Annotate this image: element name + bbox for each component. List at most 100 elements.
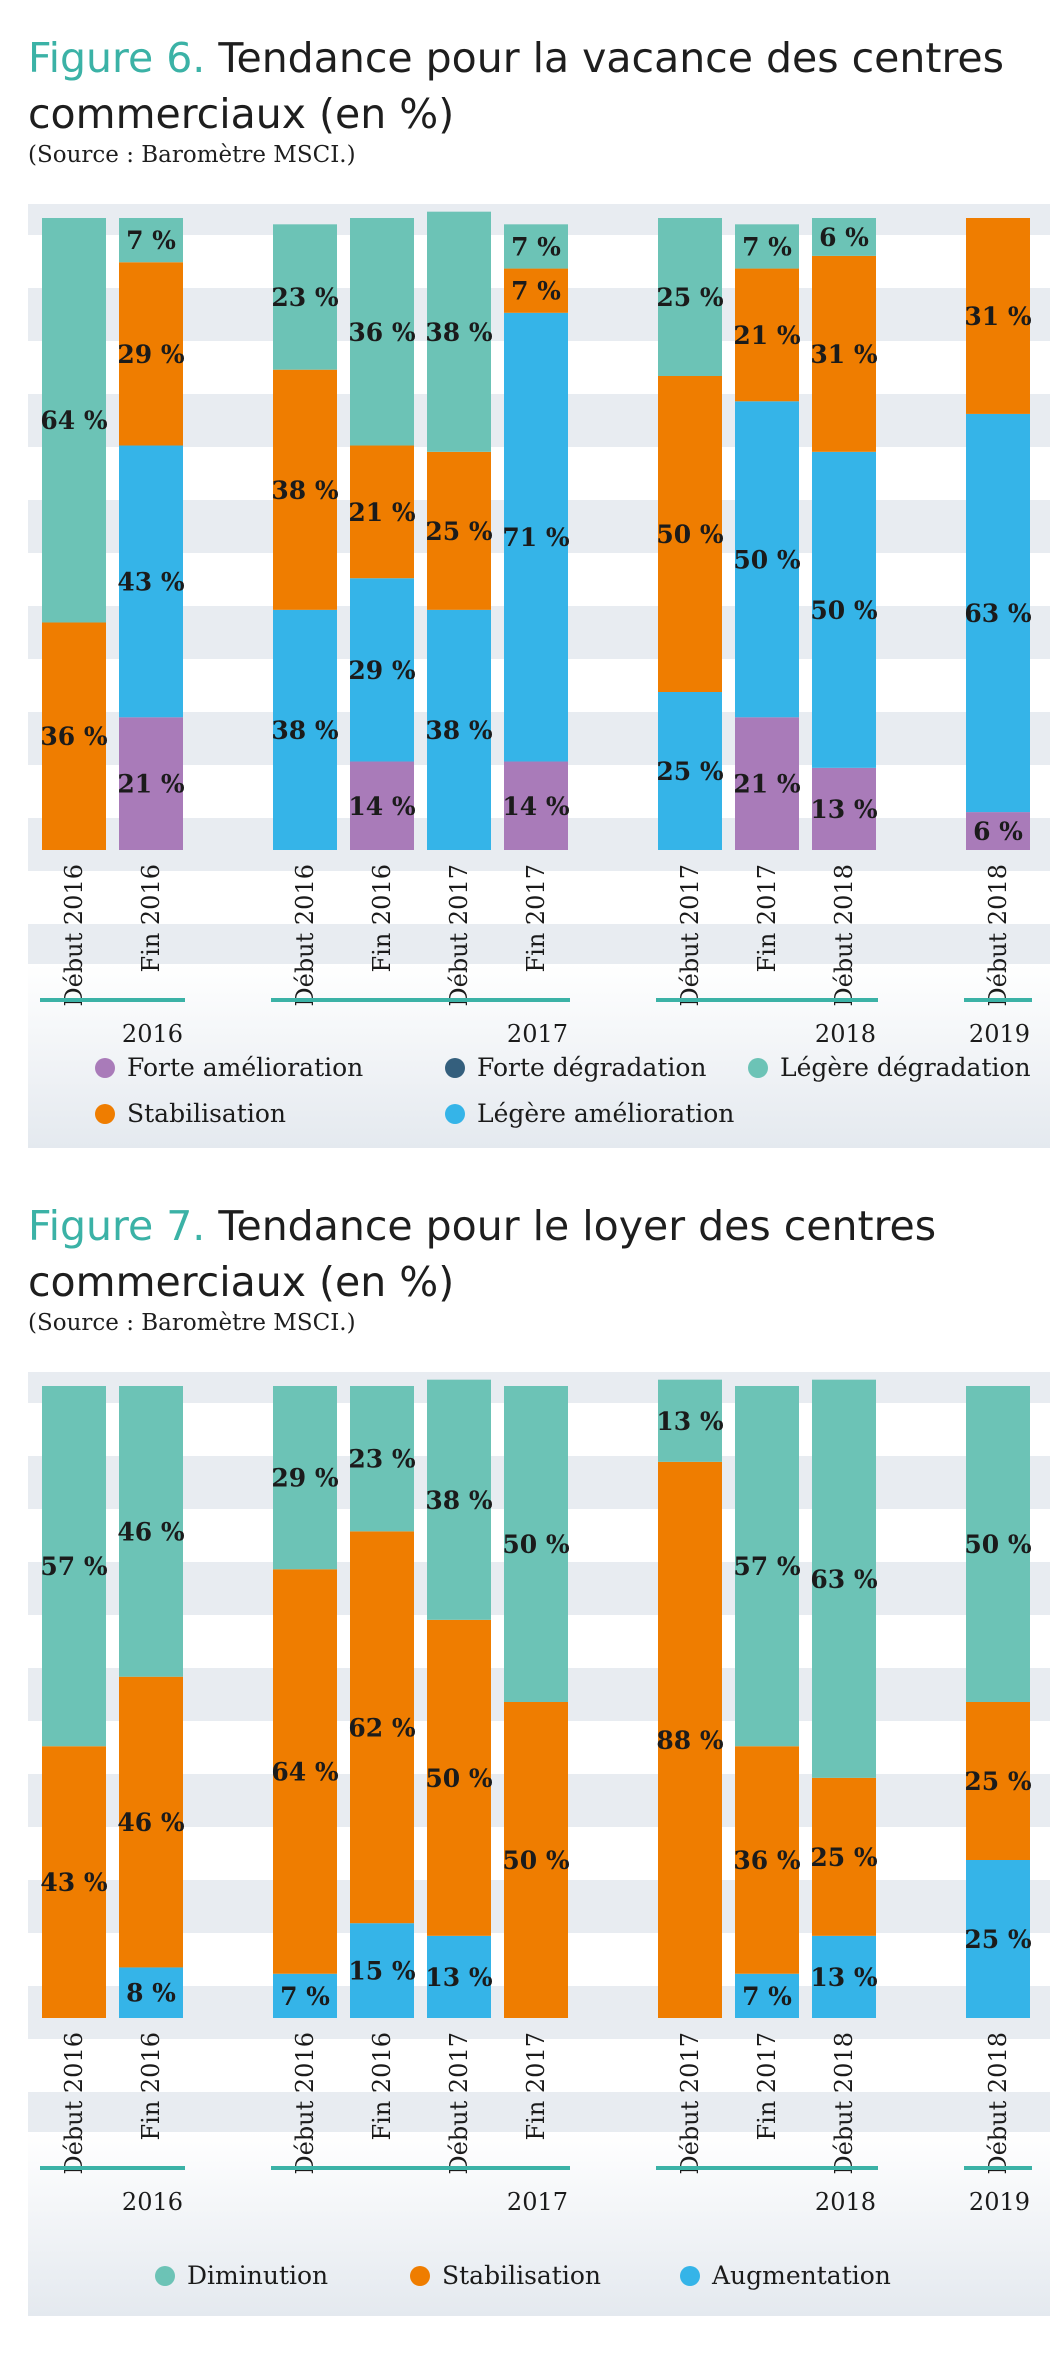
- bar-segment: [350, 445, 414, 579]
- data-label: 64 %: [40, 406, 107, 435]
- data-label: 29 %: [271, 1464, 338, 1493]
- data-label: 7 %: [126, 226, 176, 255]
- data-label: 25 %: [656, 283, 723, 312]
- data-label: 88 %: [656, 1726, 723, 1755]
- figure7-chart: 43 % 57 % Début 2016 8 % 46 % 46 % Fin 2016 7 %…: [28, 1372, 1050, 2316]
- bar-segment: [966, 218, 1030, 414]
- data-label: 50 %: [656, 520, 723, 549]
- year-label: 2019: [969, 2188, 1030, 2216]
- bar-segment: [119, 1967, 183, 2018]
- data-label: 43 %: [117, 567, 184, 596]
- figure6-source: (Source : Baromètre MSCI.): [28, 142, 356, 168]
- data-label: 64 %: [271, 1758, 338, 1787]
- figure6-chart-panel: 36 % 64 % Début 2016 21 % 43 % 29 % 7 % Fin 201…: [28, 204, 1050, 1148]
- data-label: 50 %: [425, 1764, 492, 1793]
- bar-segment: [427, 1619, 491, 1936]
- legend-area-background: [28, 964, 1050, 1148]
- bar-segment: [812, 1777, 876, 1936]
- data-label: 13 %: [425, 1963, 492, 1992]
- data-label: 38 %: [271, 476, 338, 505]
- data-label: 21 %: [733, 321, 800, 350]
- data-label: 6 %: [973, 817, 1023, 846]
- year-label: 2019: [969, 1020, 1030, 1048]
- data-label: 21 %: [733, 770, 800, 799]
- year-label: 2016: [122, 1020, 183, 1048]
- bar-segment: [504, 1702, 568, 2018]
- category-label: Début 2018: [830, 2032, 858, 2175]
- year-group-line: [40, 2166, 185, 2170]
- bar-segment: [812, 218, 876, 256]
- category-label: Début 2016: [60, 864, 88, 1007]
- bar-segment: [273, 1973, 337, 2018]
- data-label: 25 %: [810, 1843, 877, 1872]
- data-label: 46 %: [117, 1517, 184, 1546]
- data-label: 57 %: [40, 1552, 107, 1581]
- data-label: 63 %: [810, 1565, 877, 1594]
- data-label: 7 %: [280, 1982, 330, 2011]
- year-group-line: [271, 998, 570, 1002]
- year-label: 2016: [122, 2188, 183, 2216]
- legend-marker: [155, 2266, 175, 2286]
- category-label: Fin 2017: [753, 2032, 781, 2141]
- bar-segment: [273, 1569, 337, 1974]
- bar-segment: [966, 1386, 1030, 1702]
- bar-segment: [273, 369, 337, 610]
- bar-segment: [966, 812, 1030, 850]
- legend-label: Forte dégradation: [477, 1053, 707, 1082]
- bar-segment: [427, 1379, 491, 1620]
- bar-segment: [119, 262, 183, 446]
- data-label: 29 %: [348, 656, 415, 685]
- category-label: Fin 2016: [368, 2032, 396, 2141]
- bar-segment: [735, 1746, 799, 1974]
- data-label: 7 %: [511, 232, 561, 261]
- bar-segment: [119, 717, 183, 850]
- data-label: 62 %: [348, 1713, 415, 1742]
- bar-segment: [735, 717, 799, 850]
- data-label: 25 %: [425, 517, 492, 546]
- data-label: 38 %: [425, 1486, 492, 1515]
- bar-segment: [42, 1386, 106, 1747]
- bar-segment: [273, 609, 337, 850]
- data-label: 50 %: [502, 1530, 569, 1559]
- data-label: 38 %: [425, 318, 492, 347]
- bar-segment: [735, 1973, 799, 2018]
- bar-segment: [350, 218, 414, 446]
- data-label: 36 %: [348, 318, 415, 347]
- bar-segment: [42, 1746, 106, 2018]
- data-label: 23 %: [348, 1445, 415, 1474]
- bar-segment: [504, 1386, 568, 1702]
- bar-segment: [812, 1379, 876, 1778]
- year-label: 2018: [815, 2188, 876, 2216]
- data-label: 50 %: [810, 596, 877, 625]
- bar-segment: [966, 1702, 1030, 1860]
- bar-segment: [350, 761, 414, 850]
- bar-segment: [350, 1923, 414, 2018]
- data-label: 14 %: [348, 792, 415, 821]
- category-label: Début 2018: [830, 864, 858, 1007]
- data-label: 25 %: [656, 757, 723, 786]
- data-label: 25 %: [964, 1925, 1031, 1954]
- data-label: 7 %: [742, 1982, 792, 2011]
- category-label: Fin 2017: [753, 864, 781, 973]
- bar-segment: [427, 451, 491, 610]
- legend-area-background: [28, 2132, 1050, 2316]
- bar-segment: [504, 312, 568, 762]
- bar-segment: [966, 1860, 1030, 2018]
- year-label: 2017: [507, 2188, 568, 2216]
- figure7-title: Figure 7. Tendance pour le loyer des cen…: [28, 1198, 936, 1310]
- bar-segment: [504, 224, 568, 269]
- data-label: 57 %: [733, 1552, 800, 1581]
- legend-marker: [410, 2266, 430, 2286]
- figure7-title-line2: commerciaux (en %): [28, 1258, 455, 1306]
- bar-segment: [427, 609, 491, 850]
- data-label: 50 %: [964, 1530, 1031, 1559]
- data-label: 36 %: [40, 722, 107, 751]
- bar-segment: [812, 767, 876, 850]
- bar-segment: [812, 1935, 876, 2018]
- bar-segment: [658, 218, 722, 376]
- data-label: 36 %: [733, 1846, 800, 1875]
- category-label: Début 2017: [445, 864, 473, 1007]
- figure7-title-line1: Tendance pour le loyer des centres: [218, 1202, 937, 1250]
- legend-label: Stabilisation: [127, 1099, 286, 1128]
- bar-segment: [119, 445, 183, 718]
